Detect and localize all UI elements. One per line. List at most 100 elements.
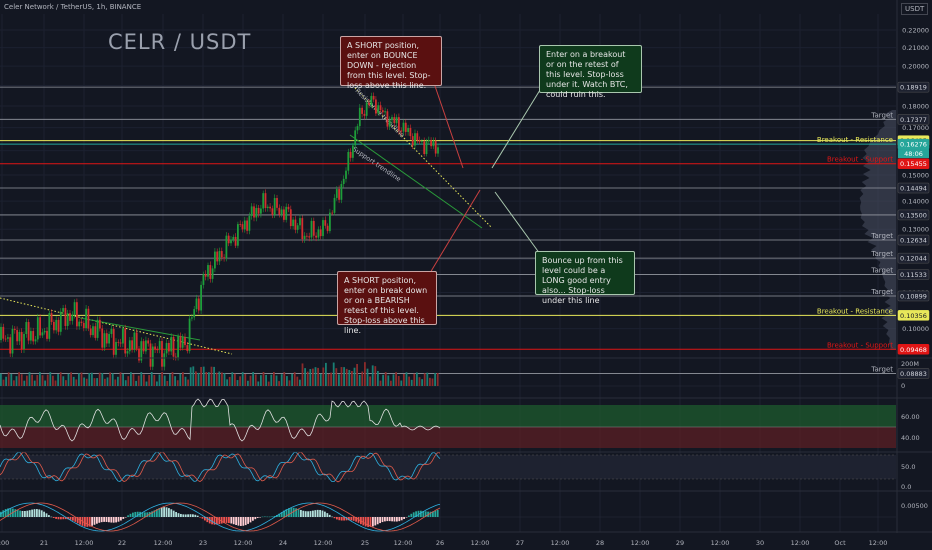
volume-bar <box>262 372 265 386</box>
candle-body <box>174 356 177 358</box>
candle-body <box>99 319 101 329</box>
chart-symbol-title: CELR / USDT <box>108 30 252 54</box>
volume-tick: 200M <box>901 360 919 368</box>
time-tick: 12:00 <box>471 539 490 547</box>
countdown-bg <box>898 149 929 159</box>
time-tick: 21 <box>40 539 48 547</box>
note-pointers <box>429 85 541 274</box>
candle-body <box>41 332 44 336</box>
candle-body <box>55 319 58 331</box>
volume-bar <box>67 373 70 386</box>
macd-bar <box>105 517 108 522</box>
candle-body <box>32 331 35 342</box>
price-tick: 0.15000 <box>902 172 929 180</box>
volume-bar <box>213 366 215 386</box>
price-tick: 0.14000 <box>902 198 929 206</box>
volume-bar <box>395 372 397 386</box>
macd-bar <box>319 509 321 517</box>
time-tick: 12:00 <box>631 539 650 547</box>
candle-body <box>243 220 246 230</box>
volume-bar <box>44 380 46 386</box>
time-tick: 12:00 <box>394 539 413 547</box>
macd-bar <box>244 517 247 526</box>
macd-tick: 0.00500 <box>901 502 928 510</box>
candle-body <box>39 317 41 336</box>
candle-body <box>57 319 60 332</box>
volume-bar <box>83 377 85 386</box>
time-axis[interactable]: 2:00 21 12:00 22 12:00 23 12:00 24 12:00 25 12:00 2… <box>0 533 932 550</box>
candle-body <box>301 218 304 240</box>
time-tick: 29 <box>676 539 684 547</box>
candle-body <box>407 128 409 132</box>
candle-body <box>66 313 69 326</box>
candle-body <box>400 130 403 132</box>
chart-header: Celer Network / TetherUS, 1h, BINANCE <box>4 3 142 11</box>
macd-bar <box>393 517 396 522</box>
candle-body <box>430 140 432 147</box>
macd-bar <box>76 517 79 524</box>
macd-bar <box>254 517 257 520</box>
macd-bar <box>340 517 343 521</box>
volume-bar <box>31 374 33 386</box>
macd-bar <box>261 516 264 518</box>
candle-body <box>338 189 340 200</box>
volume-bar <box>171 372 174 386</box>
macd-bar <box>16 509 19 517</box>
volume-bar <box>387 375 390 386</box>
macd-bar <box>144 512 146 517</box>
macd-bar <box>364 517 367 527</box>
candle-body <box>234 236 237 246</box>
macd-bar <box>84 517 86 527</box>
macd-bar <box>120 517 122 521</box>
macd-bar <box>283 510 285 517</box>
level-label: Target <box>870 288 893 296</box>
candle-body <box>69 313 71 321</box>
macd-bar <box>45 513 48 517</box>
candle-body <box>122 328 124 344</box>
volume-bar <box>236 380 239 386</box>
note-short-top: A SHORT position, enter on BOUNCE DOWN -… <box>340 36 442 90</box>
volume-bar <box>369 376 371 386</box>
stoch-d-line <box>0 451 441 483</box>
time-tick: 30 <box>756 539 764 547</box>
macd-bar <box>52 517 55 518</box>
macd-bar <box>160 507 163 517</box>
macd-bar <box>350 517 353 521</box>
candle-body <box>23 334 25 350</box>
volume-bar <box>7 372 10 386</box>
candle-body <box>375 99 377 114</box>
candle-body <box>273 198 276 215</box>
macd-bar <box>391 517 393 522</box>
macd-bar <box>355 517 357 522</box>
currency-badge[interactable]: USDT <box>901 3 929 15</box>
macd-bar <box>26 510 29 517</box>
macd-bar <box>199 517 201 518</box>
volume-bar <box>176 380 179 386</box>
volume-bar <box>5 376 7 386</box>
volume-bar <box>39 372 41 386</box>
candle-body <box>0 326 2 341</box>
macd-bar <box>338 517 341 521</box>
macd-bar <box>55 517 57 519</box>
candle-body <box>432 140 435 147</box>
macd-line <box>0 502 441 532</box>
candle-body <box>333 197 336 213</box>
macd-bar <box>9 508 12 517</box>
volume-bar <box>244 374 247 386</box>
macd-bar <box>252 517 254 521</box>
volume-bar <box>348 369 351 386</box>
volume-bar <box>104 378 106 386</box>
candle-body <box>391 117 393 121</box>
candle-body <box>27 322 30 341</box>
candle-body <box>13 328 16 331</box>
volume-bar <box>379 380 382 386</box>
candle-body <box>340 183 343 200</box>
macd-bar <box>297 509 300 517</box>
macd-bar <box>400 517 403 521</box>
candle-body <box>315 235 317 238</box>
level-tag: 0.11533 <box>900 271 927 279</box>
macd-bar <box>374 517 377 526</box>
candle-body <box>193 309 196 318</box>
